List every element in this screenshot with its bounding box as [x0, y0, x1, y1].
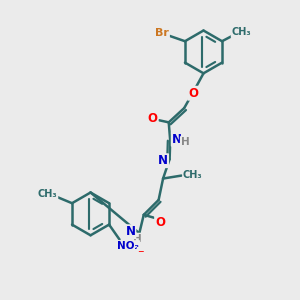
Text: CH₃: CH₃ — [232, 27, 251, 37]
Text: H: H — [134, 234, 142, 244]
Text: ⁻: ⁻ — [138, 248, 144, 261]
Text: N: N — [125, 225, 135, 238]
Text: O: O — [188, 87, 198, 100]
Text: N: N — [158, 154, 168, 167]
Text: CH₃: CH₃ — [38, 189, 58, 199]
Text: NO₂: NO₂ — [117, 241, 140, 251]
Text: O: O — [148, 112, 158, 125]
Text: Br: Br — [155, 28, 169, 38]
Text: H: H — [181, 137, 189, 147]
Text: CH₃: CH₃ — [183, 170, 203, 180]
Text: N: N — [172, 133, 182, 146]
Text: O: O — [155, 216, 165, 229]
